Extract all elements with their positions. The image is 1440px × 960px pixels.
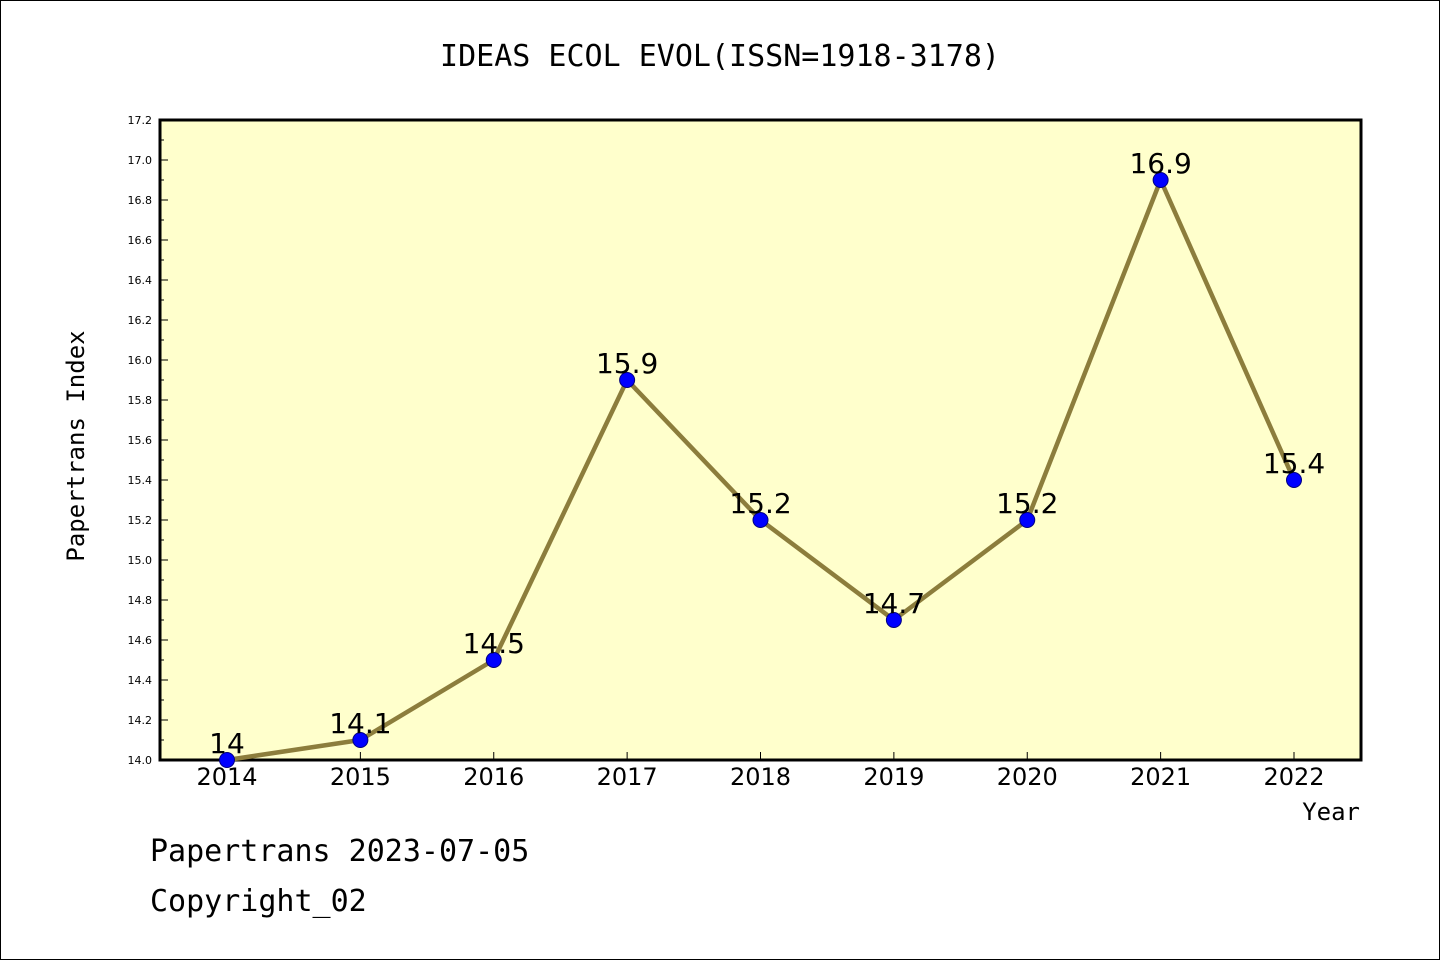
y-tick-label: 16.8 bbox=[128, 194, 153, 207]
y-tick-label: 14.2 bbox=[128, 714, 153, 727]
y-tick-label: 16.4 bbox=[128, 274, 153, 287]
y-tick-label: 14.6 bbox=[128, 634, 153, 647]
y-tick-label: 17.2 bbox=[128, 114, 153, 127]
data-label: 14.7 bbox=[863, 587, 925, 620]
footer-copyright-text: Copyright_02 bbox=[150, 884, 367, 919]
x-tick-label: 2021 bbox=[1130, 763, 1191, 791]
marker-group bbox=[219, 172, 1302, 768]
x-tick-label: 2020 bbox=[997, 763, 1058, 791]
x-tick-label: 2018 bbox=[730, 763, 791, 791]
x-axis: 2014 2015 2016 2017 2018 2019 2020 2021 2022 bbox=[196, 752, 1325, 791]
x-tick-label: 2016 bbox=[463, 763, 524, 791]
y-tick-label: 15.2 bbox=[128, 514, 153, 527]
data-label: 14.1 bbox=[329, 707, 391, 740]
x-tick-label: 2022 bbox=[1263, 763, 1324, 791]
data-point-marker bbox=[1152, 172, 1169, 188]
data-point-marker bbox=[485, 652, 502, 668]
x-tick-label: 2015 bbox=[330, 763, 391, 791]
y-tick-label: 16.2 bbox=[128, 314, 153, 327]
data-point-marker bbox=[219, 752, 235, 768]
data-label-group: 14 14.1 14.5 15.9 15.2 14.7 15.2 16.9 15.4 bbox=[209, 147, 1325, 760]
y-tick-label: 15.4 bbox=[128, 474, 153, 487]
chart-title: IDEAS ECOL EVOL(ISSN=1918-3178) bbox=[440, 39, 1000, 74]
plot-area bbox=[158, 118, 1363, 762]
x-tick-label: 2019 bbox=[863, 763, 924, 791]
y-tick-label: 17.0 bbox=[128, 154, 153, 167]
data-label: 14.5 bbox=[463, 627, 525, 660]
y-axis: 14.0 14.2 14.4 14.6 14.8 15.0 15.2 15.4 15.6 15.8… bbox=[128, 114, 168, 767]
data-point-marker bbox=[619, 372, 636, 388]
data-point-marker bbox=[1019, 512, 1036, 528]
footer-date-text: Papertrans 2023-07-05 bbox=[150, 834, 530, 869]
data-label: 15.9 bbox=[596, 347, 658, 380]
data-label: 15.2 bbox=[996, 487, 1058, 520]
x-axis-title: Year bbox=[1302, 798, 1360, 826]
x-tick-label: 2017 bbox=[597, 763, 658, 791]
data-point-marker bbox=[352, 732, 369, 748]
y-tick-label: 14.4 bbox=[128, 674, 153, 687]
y-axis-title: Papertrans Index bbox=[62, 330, 90, 561]
data-label: 15.4 bbox=[1263, 447, 1325, 480]
data-label: 14 bbox=[209, 727, 245, 760]
y-tick-label: 14.8 bbox=[128, 594, 153, 607]
y-tick-label: 15.0 bbox=[128, 554, 153, 567]
data-label: 15.2 bbox=[729, 487, 791, 520]
data-label: 16.9 bbox=[1129, 147, 1191, 180]
y-tick-label: 16.6 bbox=[128, 234, 153, 247]
y-tick-label: 15.8 bbox=[128, 394, 153, 407]
data-point-marker bbox=[752, 512, 769, 528]
data-point-marker bbox=[1286, 472, 1302, 488]
y-tick-label: 16.0 bbox=[128, 354, 153, 367]
y-tick-label: 15.6 bbox=[128, 434, 153, 447]
y-tick-label: 14.0 bbox=[128, 754, 153, 767]
data-point-marker bbox=[885, 612, 902, 628]
